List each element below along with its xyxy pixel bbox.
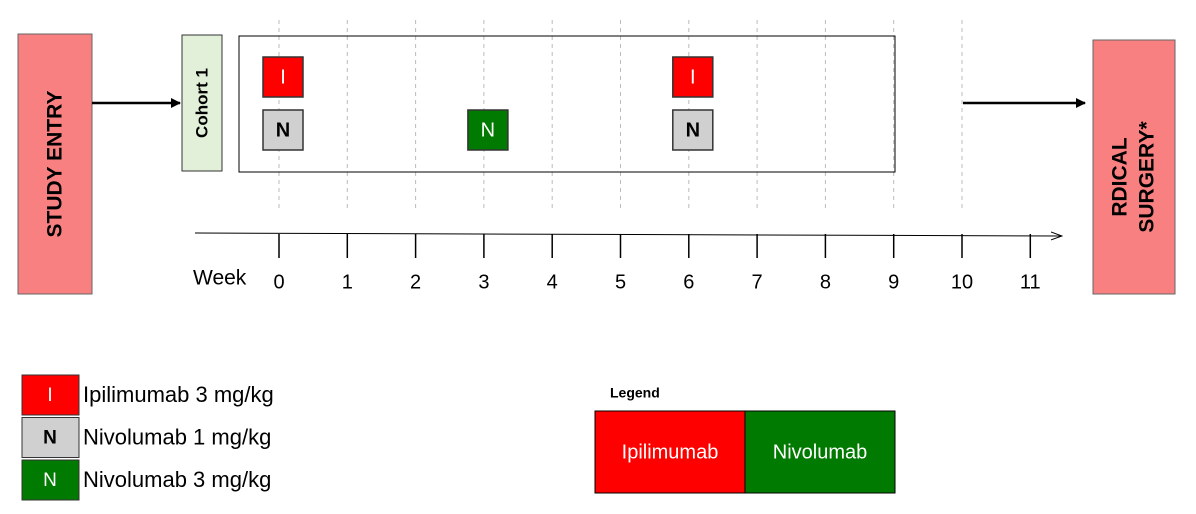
legend-item: Ipilimumab <box>622 441 719 463</box>
dose-key: I Ipilimumab 3 mg/kg N Nivolumab 1 mg/kg N Ni… <box>21 374 274 501</box>
dose-box <box>672 56 714 98</box>
week-label: 0 <box>273 271 284 293</box>
week-label: 6 <box>683 271 694 293</box>
week-label: 7 <box>752 271 763 293</box>
legend-box <box>744 410 896 494</box>
legend-title: Legend <box>610 385 660 401</box>
key-swatch <box>21 459 80 501</box>
key-symbol: N <box>43 470 57 491</box>
dose-label: N <box>481 119 495 141</box>
week-label: 4 <box>547 271 558 293</box>
cohort-box <box>181 34 223 172</box>
surgery-box <box>1092 39 1176 295</box>
dose-label: N <box>276 119 290 141</box>
study-entry-box <box>17 33 93 295</box>
week-label: 5 <box>615 271 626 293</box>
dose-label: I <box>690 66 696 88</box>
legend-item: Nivolumab <box>773 441 867 463</box>
key-text: Ipilimumab 3 mg/kg <box>83 382 274 407</box>
key-text: Nivolumab 3 mg/kg <box>83 467 271 492</box>
key-swatch <box>21 417 80 458</box>
dose-box <box>467 109 509 151</box>
week-label: 11 <box>1020 271 1041 293</box>
week-label: 1 <box>342 271 353 293</box>
dose-box <box>672 109 714 151</box>
legend-box <box>594 410 746 494</box>
dose-box <box>262 56 304 98</box>
dose-label: N <box>686 119 700 141</box>
week-ticks: 0 1 2 3 4 5 6 7 8 9 10 11 <box>273 234 1041 293</box>
week-label: 3 <box>478 271 489 293</box>
key-text: Nivolumab 1 mg/kg <box>83 424 271 449</box>
key-symbol: N <box>43 428 57 449</box>
key-swatch <box>21 374 80 416</box>
surgery-label: SURGERY* <box>1136 121 1159 233</box>
key-symbol: I <box>47 385 52 406</box>
week-label: 9 <box>888 271 899 293</box>
week-label: 2 <box>410 271 421 293</box>
dose-label: I <box>280 66 286 88</box>
study-entry-label: STUDY ENTRY <box>44 90 67 237</box>
treatment-window <box>238 35 896 173</box>
week-label: 10 <box>951 271 973 293</box>
dose-box <box>262 109 304 151</box>
doses: I N N I N <box>262 56 714 151</box>
time-axis <box>194 233 1062 236</box>
week-label: 8 <box>820 271 831 293</box>
surgery-label: RDICAL <box>1109 137 1132 216</box>
cohort-label: Cohort 1 <box>192 68 211 138</box>
axis-label: Week <box>193 267 247 290</box>
week-gridlines <box>278 20 963 210</box>
